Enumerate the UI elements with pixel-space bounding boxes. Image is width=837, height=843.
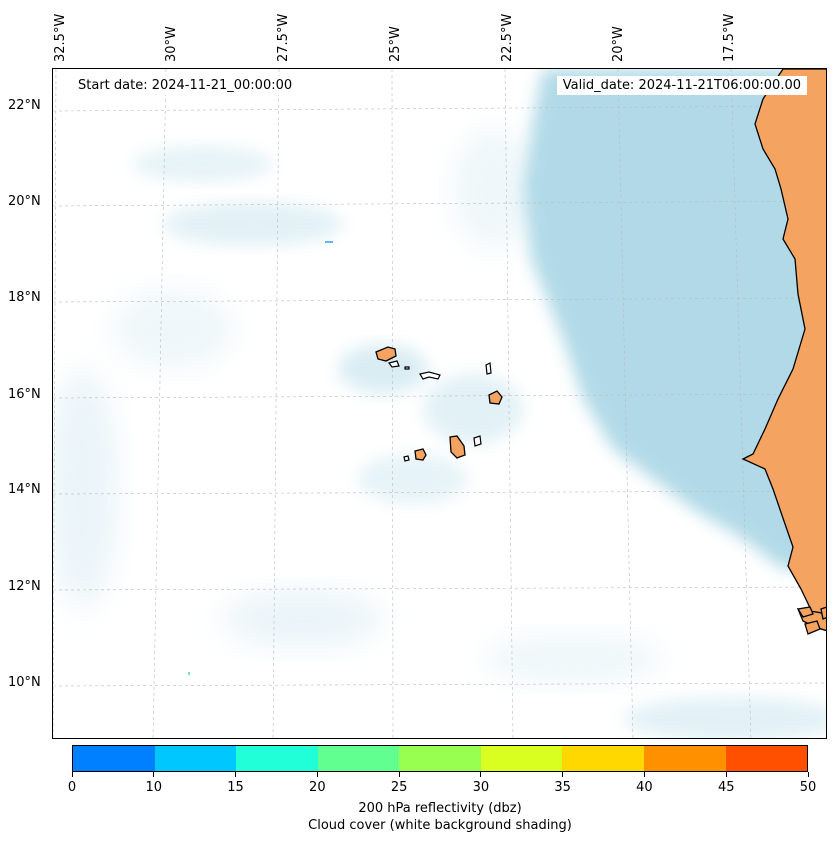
lat-label-10n: 10°N — [8, 675, 41, 690]
colorbar-segment-2 — [236, 746, 318, 771]
colorbar-segment-0 — [73, 746, 155, 771]
colorbar-tick — [725, 772, 727, 777]
island-santo-antao — [375, 346, 397, 362]
island-bijagos — [804, 620, 821, 635]
cape-verde-islands — [375, 346, 503, 462]
island-sal — [485, 362, 492, 375]
cloud-patch — [453, 129, 533, 249]
lat-label-22n: 22°N — [8, 98, 41, 113]
lat-label-14n: 14°N — [8, 482, 41, 497]
cloud-patch — [338, 344, 428, 394]
cloud-patch — [163, 202, 343, 246]
cloud-patch — [483, 634, 663, 684]
colorbar-tick — [562, 772, 564, 777]
colorbar-segment-7 — [643, 746, 726, 771]
lon-label-25w: 25°W — [388, 26, 403, 62]
colorbar-tick — [643, 772, 645, 777]
lon-label-30w: 30°W — [164, 26, 179, 62]
colorbar-segment-3 — [317, 746, 400, 771]
colorbar-tick-label: 10 — [145, 780, 163, 795]
island-bijagos — [796, 606, 814, 618]
colorbar-tick-label: 0 — [67, 780, 77, 795]
colorbar-tick-label: 25 — [390, 780, 408, 795]
lon-label-17-5w: 17.5°W — [722, 13, 737, 62]
lat-label-16n: 16°N — [8, 387, 41, 402]
lon-label-22-5w: 22.5°W — [500, 13, 515, 62]
cloud-cover-shading — [53, 69, 826, 738]
colorbar-tick — [480, 772, 482, 777]
cloud-patch — [358, 454, 468, 504]
graticule — [53, 69, 826, 738]
lat-label-12n: 12°N — [8, 579, 41, 594]
cloud-patch — [113, 289, 233, 369]
island-fogo — [414, 448, 427, 461]
island-sao-nicolau — [419, 371, 441, 380]
colorbar-tick — [807, 772, 809, 777]
colorbar-segment-5 — [480, 746, 563, 771]
africa-coast — [741, 69, 826, 632]
colorbar-tick — [398, 772, 400, 777]
colorbar-sublabel: Cloud cover (white background shading) — [308, 818, 572, 833]
lat-label-18n: 18°N — [8, 290, 41, 305]
island-sao-vicente — [387, 360, 400, 368]
colorbar-label: 200 hPa reflectivity (dbz) — [358, 801, 522, 816]
colorbar-tick-label: 15 — [227, 780, 244, 795]
map-panel — [52, 68, 827, 739]
island-santa-luzia — [404, 366, 410, 370]
lat-label-20n: 20°N — [8, 194, 41, 209]
colorbar-tick — [153, 772, 155, 777]
colorbar-segment-8 — [725, 746, 808, 771]
valid-date-label: Valid_date: 2024-11-21T06:00:00.00 — [556, 76, 807, 95]
cloud-patch — [53, 369, 118, 609]
cloud-mass-east — [523, 69, 826, 569]
cloud-patch — [423, 374, 523, 444]
colorbar-tick-label: 30 — [472, 780, 490, 795]
colorbar-tick-label: 20 — [309, 780, 326, 795]
island-boa-vista — [488, 390, 503, 405]
lon-label-32-5w: 32.5°W — [53, 13, 68, 62]
colorbar-segment-1 — [154, 746, 237, 771]
island-bijagos — [820, 606, 826, 620]
colorbar-tick — [235, 772, 237, 777]
reflectivity-colorbar — [72, 745, 808, 772]
bijagos-islands — [796, 606, 826, 635]
colorbar-tick — [71, 772, 73, 777]
colorbar-tick-label: 35 — [554, 780, 571, 795]
colorbar-tick-label: 50 — [799, 780, 817, 795]
lon-label-27-5w: 27.5°W — [276, 13, 291, 62]
start-date-label: Start date: 2024-11-21_00:00:00 — [72, 76, 299, 95]
island-brava — [403, 455, 410, 462]
cloud-patch — [133, 146, 273, 182]
island-maio — [473, 435, 482, 447]
colorbar-tick-label: 40 — [636, 780, 653, 795]
colorbar-segment-4 — [399, 746, 481, 771]
island-santiago — [449, 435, 466, 459]
colorbar-tick-label: 45 — [717, 780, 735, 795]
cloud-patch — [623, 697, 826, 738]
colorbar-tick — [316, 772, 318, 777]
colorbar-segment-6 — [562, 746, 644, 771]
map-canvas — [53, 69, 826, 738]
lon-label-20w: 20°W — [611, 26, 626, 62]
cloud-patch — [223, 589, 383, 649]
